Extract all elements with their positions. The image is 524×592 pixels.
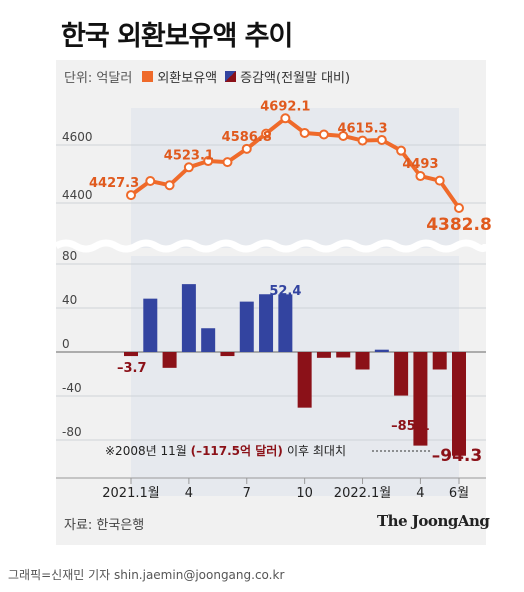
bar-15 — [413, 352, 428, 446]
reserves-point-17 — [454, 202, 464, 213]
x-tick-label: 4 — [416, 486, 424, 501]
bar-12 — [355, 352, 370, 370]
bar-y-tick-label: -80 — [62, 425, 82, 439]
reserves-point-2 — [164, 180, 175, 191]
bar-5 — [220, 352, 235, 357]
bar-value-label-jun: –94.3 — [432, 446, 482, 466]
reserves-point-1 — [145, 176, 156, 187]
bar-9 — [297, 352, 312, 408]
reserves-value-label-12: 4615.3 — [337, 122, 387, 137]
reserves-value-label-17: 4382.8 — [426, 215, 492, 235]
x-tick-label: 2022.1월 — [334, 486, 391, 501]
annotation-text: ※2008년 11월 (–117.5억 달러) 이후 최대치 — [105, 443, 346, 458]
source-note: 자료: 한국은행 — [64, 518, 145, 533]
legend-swatch-reserves — [142, 71, 154, 82]
reserves-point-6 — [241, 143, 252, 154]
axis-break-wave — [54, 239, 490, 253]
bar-3 — [181, 284, 196, 352]
bar-13 — [374, 349, 389, 352]
x-tick-label: 2021.1월 — [102, 486, 159, 501]
bar-7 — [259, 294, 274, 352]
bar-y-tick-label: -40 — [62, 381, 82, 395]
x-tick-label: 10 — [296, 486, 313, 501]
bar-1 — [143, 298, 158, 352]
line-y-tick-label: 4600 — [62, 130, 93, 144]
bar-value-label-apr: –85.1 — [391, 419, 430, 434]
reserves-value-label-6: 4586.8 — [222, 130, 272, 145]
reserves-point-10 — [318, 129, 329, 140]
reserves-point-7 — [261, 128, 272, 139]
reserves-point-9 — [299, 127, 310, 138]
bar-11 — [336, 352, 351, 358]
line-area-background — [131, 108, 459, 248]
reserves-point-8 — [280, 113, 291, 124]
unit-label: 단위: 억달러 — [64, 71, 133, 86]
reserves-value-label-8: 4692.1 — [260, 99, 310, 114]
brand-logo: The JoongAng — [377, 512, 490, 530]
legend-label-reserves: 외환보유액 — [157, 71, 218, 86]
reserves-point-13 — [376, 134, 387, 145]
reserves-point-3 — [183, 162, 194, 173]
bar-0 — [124, 352, 138, 357]
bar-y-tick-label: 80 — [62, 249, 77, 263]
bar-10 — [316, 352, 331, 358]
bar-14 — [394, 352, 409, 396]
chart-title: 한국 외환보유액 추이 — [61, 21, 293, 52]
reserves-point-14 — [396, 145, 407, 156]
bar-y-tick-label: 40 — [62, 293, 77, 307]
reserves-point-5 — [222, 157, 233, 168]
legend: 단위: 억달러 외환보유액 증감액(전월말 대비) — [64, 67, 358, 86]
bar-value-label-first: –3.7 — [117, 361, 147, 376]
legend-label-change: 증감액(전월말 대비) — [240, 71, 351, 86]
bar-16 — [432, 352, 447, 370]
reserves-value-label-0: 4427.3 — [89, 176, 139, 191]
reserves-point-12 — [357, 135, 368, 146]
x-tick-label: 6월 — [449, 486, 469, 501]
legend-item-reserves: 외환보유액 — [142, 67, 217, 86]
bar-4 — [201, 328, 216, 352]
reserves-point-4 — [203, 156, 214, 167]
reserves-point-15 — [415, 171, 426, 182]
bar-2 — [162, 352, 177, 368]
bar-6 — [239, 301, 254, 352]
legend-swatch-change — [225, 71, 237, 82]
reserves-value-label-3: 4523.1 — [164, 148, 214, 163]
bar-17 — [452, 352, 466, 456]
legend-item-change: 증감액(전월말 대비) — [225, 67, 350, 86]
x-tick-label: 7 — [243, 486, 251, 501]
reserves-point-11 — [338, 130, 349, 141]
graphic-credit: 그래픽=신재민 기자 shin.jaemin@joongang.co.kr — [8, 568, 285, 582]
line-y-tick-label: 4400 — [62, 188, 93, 202]
bar-8 — [278, 294, 293, 352]
reserves-point-16 — [434, 175, 445, 186]
bar-value-label-oct: 52.4 — [269, 284, 301, 299]
x-tick-label: 4 — [185, 486, 193, 501]
bar-y-tick-label: 0 — [62, 337, 70, 351]
reserves-value-label-15: 4493 — [402, 157, 438, 172]
reserves-point-0 — [126, 190, 136, 201]
